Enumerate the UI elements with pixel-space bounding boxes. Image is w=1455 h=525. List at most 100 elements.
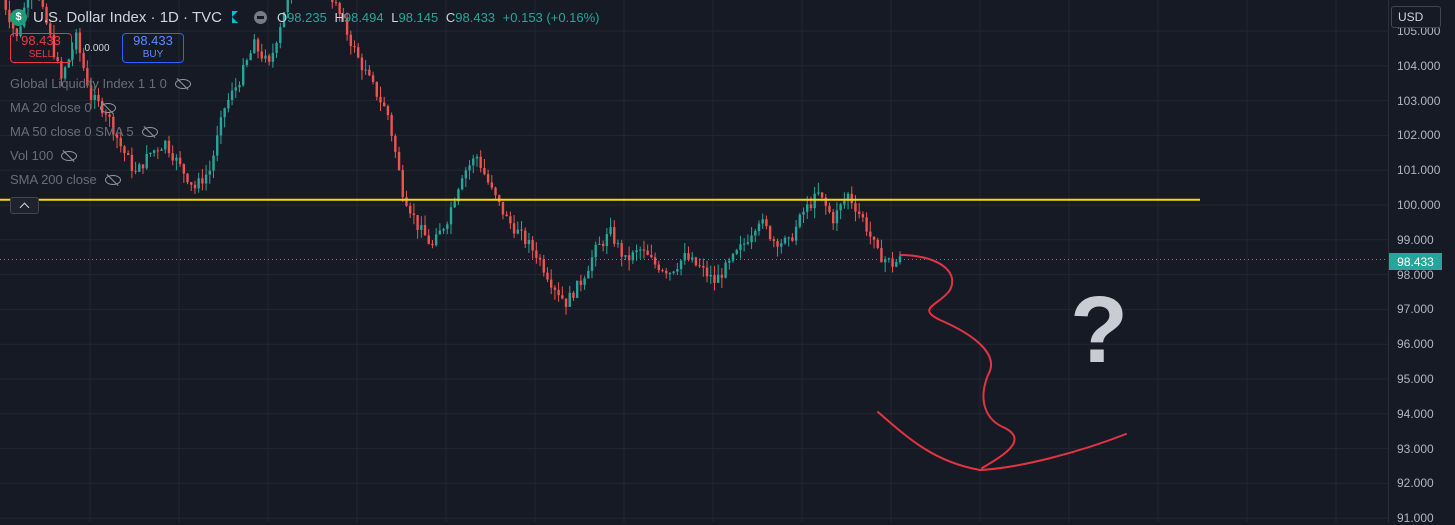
- candle-body: [408, 205, 412, 214]
- candle-body: [11, 22, 15, 29]
- candle-body: [405, 197, 408, 206]
- candle-body: [446, 224, 449, 229]
- freehand-projection-drawing[interactable]: [899, 254, 1016, 469]
- candle-body: [275, 43, 278, 53]
- candle-body: [338, 3, 341, 15]
- candle-body: [282, 12, 286, 28]
- buy-button[interactable]: 98.433 BUY: [122, 33, 184, 63]
- candle-body: [880, 247, 883, 263]
- candle-body: [345, 18, 349, 35]
- question-mark-text: ?: [1070, 277, 1128, 383]
- candle-body: [130, 154, 134, 171]
- candle-body: [650, 254, 653, 258]
- indicator-label: MA 50 close 0 SMA 5: [10, 124, 134, 139]
- candle-body: [731, 253, 735, 261]
- change-value: +0.153 (+0.16%): [502, 9, 600, 25]
- candle-body: [138, 164, 141, 172]
- candle-body: [464, 170, 468, 179]
- candle-body: [765, 219, 768, 227]
- eye-off-icon[interactable]: [141, 126, 158, 137]
- price-chart[interactable]: ?: [0, 0, 1388, 522]
- candle-body: [149, 152, 152, 154]
- indicator-ma20[interactable]: MA 20 close 0: [10, 100, 116, 115]
- candle-body: [190, 182, 193, 185]
- candle-body: [728, 260, 731, 263]
- sell-button[interactable]: 98.433 SELL: [10, 33, 72, 63]
- candle-body: [108, 114, 111, 117]
- dollar-logo-icon: $: [10, 8, 27, 26]
- candle-body: [416, 215, 419, 230]
- candle-body: [431, 243, 434, 246]
- candle-body: [67, 59, 70, 68]
- candle-body: [201, 178, 204, 184]
- candle-body: [794, 226, 798, 241]
- candle-body: [438, 230, 442, 235]
- candle-body: [524, 230, 527, 244]
- candle-body: [501, 201, 505, 215]
- candle-body: [56, 57, 59, 62]
- eye-off-icon[interactable]: [104, 174, 121, 185]
- candle-body: [219, 117, 223, 136]
- candle-body: [705, 267, 709, 277]
- candle-body: [115, 134, 119, 138]
- candle-body: [434, 234, 438, 246]
- candle-body: [631, 252, 635, 261]
- candle-body: [52, 34, 56, 58]
- candle-body: [453, 201, 456, 208]
- candle-body: [668, 273, 672, 275]
- candle-body: [798, 214, 802, 227]
- candle-body: [724, 262, 727, 278]
- price-axis-label: 91.000: [1397, 511, 1434, 525]
- candle-body: [160, 149, 163, 151]
- indicator-label: MA 20 close 0: [10, 100, 92, 115]
- candle-body: [627, 255, 631, 261]
- candle-body: [360, 57, 364, 71]
- candle-body: [167, 140, 171, 154]
- indicator-ma50[interactable]: MA 50 close 0 SMA 5: [10, 124, 158, 139]
- candle-body: [861, 214, 865, 218]
- candle-body: [86, 68, 89, 86]
- candle-body: [661, 270, 664, 272]
- price-axis-label: 95.000: [1397, 372, 1434, 386]
- eye-off-icon[interactable]: [61, 150, 78, 161]
- collapse-legend-button[interactable]: [10, 197, 39, 214]
- candle-body: [579, 280, 583, 285]
- candle-body: [561, 295, 564, 299]
- candle-body: [676, 269, 679, 272]
- candle-body: [716, 274, 720, 283]
- candle-body: [271, 52, 275, 62]
- indicator-global-liquidity[interactable]: Global Liquidity Index 1 1 0: [10, 76, 191, 91]
- candle-body: [123, 146, 126, 154]
- eye-off-icon[interactable]: [174, 78, 191, 89]
- eye-off-icon[interactable]: [99, 102, 116, 113]
- currency-select[interactable]: USD: [1391, 6, 1441, 28]
- candle-body: [761, 219, 764, 224]
- candle-body: [713, 275, 716, 283]
- candle-body: [750, 235, 753, 243]
- indicator-sma200[interactable]: SMA 200 close: [10, 172, 121, 187]
- candle-body: [542, 259, 545, 273]
- candle-body: [505, 214, 508, 217]
- visibility-toggle-icon[interactable]: [253, 10, 267, 24]
- candle-body: [279, 27, 282, 44]
- candle-body: [75, 32, 78, 50]
- candle-body: [720, 274, 724, 278]
- freehand-bottom-curve[interactable]: [877, 411, 1127, 472]
- symbol-title[interactable]: U.S. Dollar Index · 1D · TVC: [33, 8, 222, 26]
- price-axis-label: 103.000: [1397, 93, 1441, 108]
- candle-body: [698, 265, 701, 267]
- candle-body: [854, 203, 857, 212]
- indicator-vol[interactable]: Vol 100: [10, 148, 78, 163]
- candle-body: [817, 192, 820, 194]
- chevron-up-icon: [19, 202, 30, 212]
- close-label: C: [445, 9, 456, 25]
- ohlc-readout: O98.235 H98.494 L98.145 C98.433 +0.153 (…: [277, 10, 604, 25]
- flag-icon[interactable]: [231, 11, 238, 23]
- candle-body: [657, 264, 661, 271]
- candle-body: [887, 258, 891, 260]
- candle-body: [126, 153, 130, 155]
- indicator-label: Vol 100: [10, 148, 54, 163]
- candle-body: [379, 96, 382, 103]
- price-axis-label: 96.000: [1397, 337, 1434, 352]
- candle-body: [876, 239, 879, 248]
